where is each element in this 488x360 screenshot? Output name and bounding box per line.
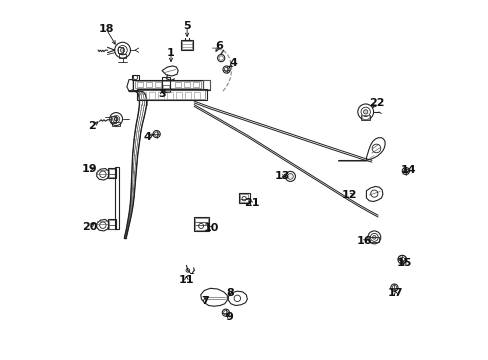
Bar (131, 75, 139, 80)
Text: 4: 4 (143, 132, 151, 142)
Bar (183, 82, 190, 87)
Bar (167, 92, 172, 99)
Text: 19: 19 (81, 164, 97, 174)
Bar (97, 221, 108, 225)
Bar (362, 116, 368, 119)
Text: 14: 14 (400, 165, 416, 175)
Bar (97, 170, 108, 174)
Bar (118, 47, 122, 53)
Bar (194, 218, 207, 230)
Bar (180, 40, 193, 50)
Text: 6: 6 (215, 41, 223, 50)
Bar (119, 54, 126, 58)
Bar (238, 193, 249, 203)
Bar (109, 169, 115, 177)
Bar (239, 194, 248, 202)
Text: 10: 10 (203, 224, 219, 233)
Text: 12: 12 (341, 190, 356, 200)
Bar (174, 82, 181, 87)
Bar (194, 92, 199, 99)
Text: 17: 17 (387, 288, 403, 298)
Bar (109, 220, 115, 229)
Text: 7: 7 (201, 296, 208, 306)
Circle shape (363, 110, 367, 114)
Bar (162, 77, 169, 92)
Circle shape (372, 235, 375, 239)
Text: 18: 18 (99, 24, 114, 35)
Text: 4: 4 (229, 58, 237, 68)
Text: 8: 8 (226, 288, 234, 298)
Bar (185, 92, 190, 99)
Text: 11: 11 (178, 275, 194, 285)
Text: 22: 22 (368, 98, 384, 108)
Bar (192, 82, 199, 87)
Text: 13: 13 (274, 171, 289, 181)
Bar (163, 85, 169, 91)
Text: 16: 16 (356, 236, 372, 246)
Text: 2: 2 (88, 121, 96, 131)
Bar (115, 167, 119, 229)
Text: 21: 21 (244, 198, 259, 208)
Bar (145, 82, 152, 87)
Bar (193, 217, 208, 231)
Text: 9: 9 (225, 312, 233, 322)
Circle shape (287, 174, 293, 179)
Bar (203, 80, 209, 89)
Bar (108, 168, 116, 178)
Bar (137, 89, 206, 100)
Circle shape (114, 117, 118, 121)
Bar (139, 90, 204, 99)
Bar (368, 237, 379, 242)
Bar (182, 41, 192, 49)
Bar (140, 92, 145, 99)
Text: 1: 1 (167, 48, 175, 58)
Bar (158, 92, 163, 99)
Bar (149, 92, 155, 99)
Bar (137, 82, 143, 87)
Text: 3: 3 (158, 89, 165, 99)
Bar (176, 92, 182, 99)
Circle shape (120, 48, 124, 52)
Bar (361, 115, 369, 120)
Bar (155, 82, 161, 87)
Bar (135, 81, 201, 88)
Text: 20: 20 (81, 222, 97, 231)
Bar (133, 80, 203, 90)
Bar (202, 80, 210, 90)
Text: 15: 15 (396, 258, 411, 268)
Bar (111, 116, 116, 123)
Text: 5: 5 (183, 21, 190, 31)
Bar (108, 220, 116, 229)
Bar (112, 122, 120, 126)
